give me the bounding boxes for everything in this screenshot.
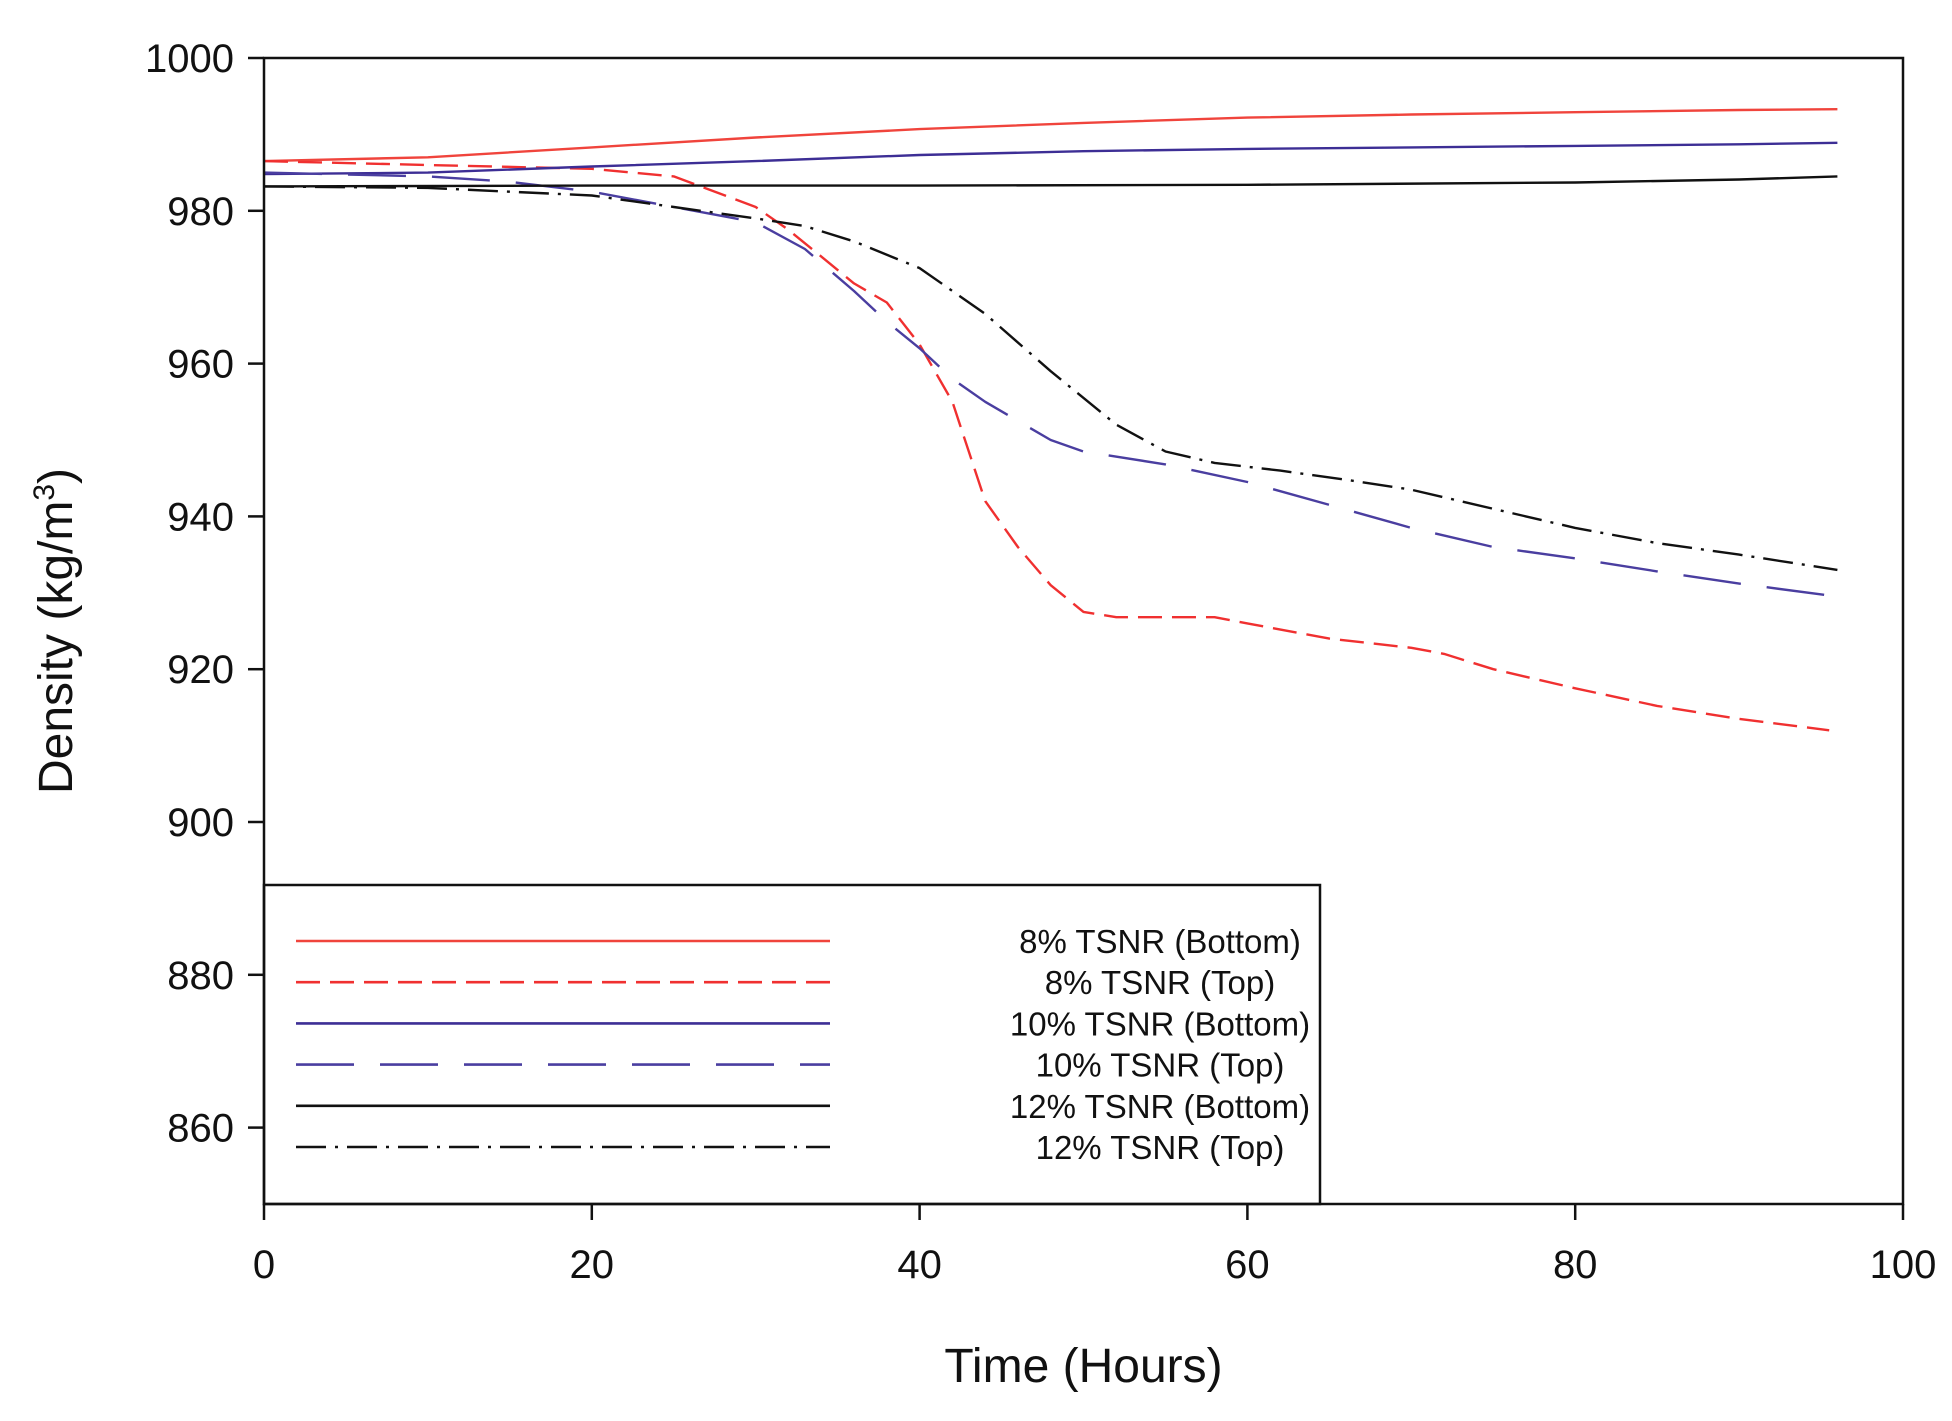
y-tick-label: 980 — [167, 190, 234, 234]
y-tick-label: 880 — [167, 954, 234, 998]
y-axis-title-superscript: 3 — [28, 484, 61, 501]
x-tick-label: 60 — [1225, 1243, 1270, 1287]
x-tick-label: 20 — [570, 1243, 615, 1287]
series-line — [263, 159, 1830, 732]
legend-label: 10% TSNR (Top) — [1036, 1047, 1285, 1084]
legend-label: 8% TSNR (Bottom) — [1019, 923, 1301, 960]
y-tick-label: 920 — [167, 648, 234, 692]
legend-label: 12% TSNR (Bottom) — [1010, 1088, 1310, 1125]
y-tick-label: 960 — [167, 343, 234, 387]
legend: 8% TSNR (Bottom) 8% TSNR (Top) 10% TSNR (B… — [296, 923, 1310, 1166]
y-axis-title-close: ) — [30, 468, 83, 484]
series-line — [263, 141, 1838, 176]
y-tick-label: 1000 — [145, 37, 234, 81]
y-tick-label: 900 — [167, 801, 234, 845]
y-tick-label: 860 — [167, 1107, 234, 1151]
legend-label: 12% TSNR (Top) — [1036, 1129, 1285, 1166]
legend-box — [262, 883, 1322, 1206]
y-tick-label: 940 — [167, 495, 234, 539]
series-line — [263, 175, 1838, 188]
series-line — [263, 185, 1838, 572]
series-line — [263, 171, 1838, 598]
x-tick-label: 100 — [1870, 1243, 1937, 1287]
legend-label: 8% TSNR (Top) — [1045, 964, 1275, 1001]
x-axis-title: Time (Hours) — [944, 1340, 1222, 1393]
x-tick-label: 0 — [253, 1243, 275, 1287]
axis-ticks: 0 20 40 60 80 100 860 880 900 920 940 960 980 1000 — [145, 37, 1936, 1287]
x-tick-label: 40 — [897, 1243, 942, 1287]
x-tick-label: 80 — [1553, 1243, 1598, 1287]
y-axis-title-main: Density (kg/m — [30, 501, 83, 794]
y-axis-title: Density (kg/m3) — [28, 468, 83, 794]
legend-label: 10% TSNR (Bottom) — [1010, 1005, 1310, 1042]
series-layer — [263, 108, 1838, 732]
series-line — [263, 108, 1838, 163]
plot-frame — [262, 56, 1905, 1206]
